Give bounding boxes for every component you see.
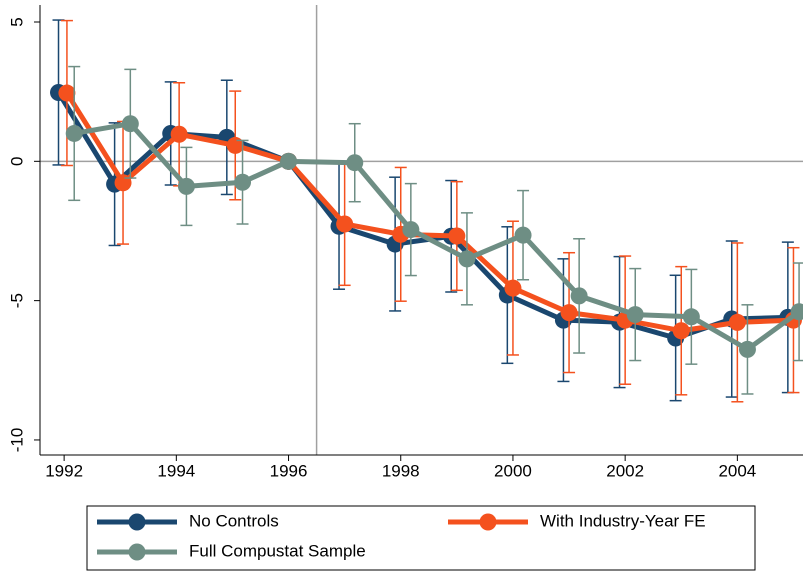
marker xyxy=(280,152,298,170)
legend-label: With Industry-Year FE xyxy=(540,511,706,530)
y-tick-label: 5 xyxy=(7,17,26,26)
legend-label: Full Compustat Sample xyxy=(189,541,366,560)
y-tick-label: -5 xyxy=(7,293,26,308)
legend-box xyxy=(86,505,756,571)
x-tick-label: 1994 xyxy=(157,461,195,480)
marker xyxy=(626,306,644,324)
series-line xyxy=(73,121,801,352)
marker xyxy=(790,303,803,321)
marker xyxy=(121,115,139,133)
marker xyxy=(402,221,420,239)
legend-marker xyxy=(479,513,497,531)
marker xyxy=(226,136,244,154)
marker xyxy=(177,177,195,195)
x-tick-label: 1996 xyxy=(270,461,308,480)
x-tick-label: 1992 xyxy=(45,461,83,480)
legend-marker xyxy=(128,543,146,561)
marker xyxy=(728,313,746,331)
series-line xyxy=(64,91,794,334)
marker xyxy=(458,250,476,268)
x-tick-label: 2002 xyxy=(606,461,644,480)
marker xyxy=(58,84,76,102)
marker xyxy=(504,279,522,297)
legend-label: No Controls xyxy=(189,511,279,530)
marker xyxy=(570,287,588,305)
marker xyxy=(738,340,756,358)
marker xyxy=(65,124,83,142)
marker xyxy=(682,308,700,326)
x-tick-label: 2000 xyxy=(494,461,532,480)
x-tick-label: 1998 xyxy=(382,461,420,480)
marker xyxy=(170,125,188,143)
legend-marker xyxy=(128,513,146,531)
marker xyxy=(336,215,354,233)
y-tick-label: -10 xyxy=(7,428,26,453)
y-tick-label: 0 xyxy=(7,157,26,166)
marker xyxy=(234,173,252,191)
marker xyxy=(114,174,132,192)
marker xyxy=(346,154,364,172)
marker xyxy=(672,322,690,340)
marker xyxy=(448,227,466,245)
x-tick-label: 2004 xyxy=(718,461,756,480)
marker xyxy=(560,304,578,322)
marker xyxy=(514,226,532,244)
